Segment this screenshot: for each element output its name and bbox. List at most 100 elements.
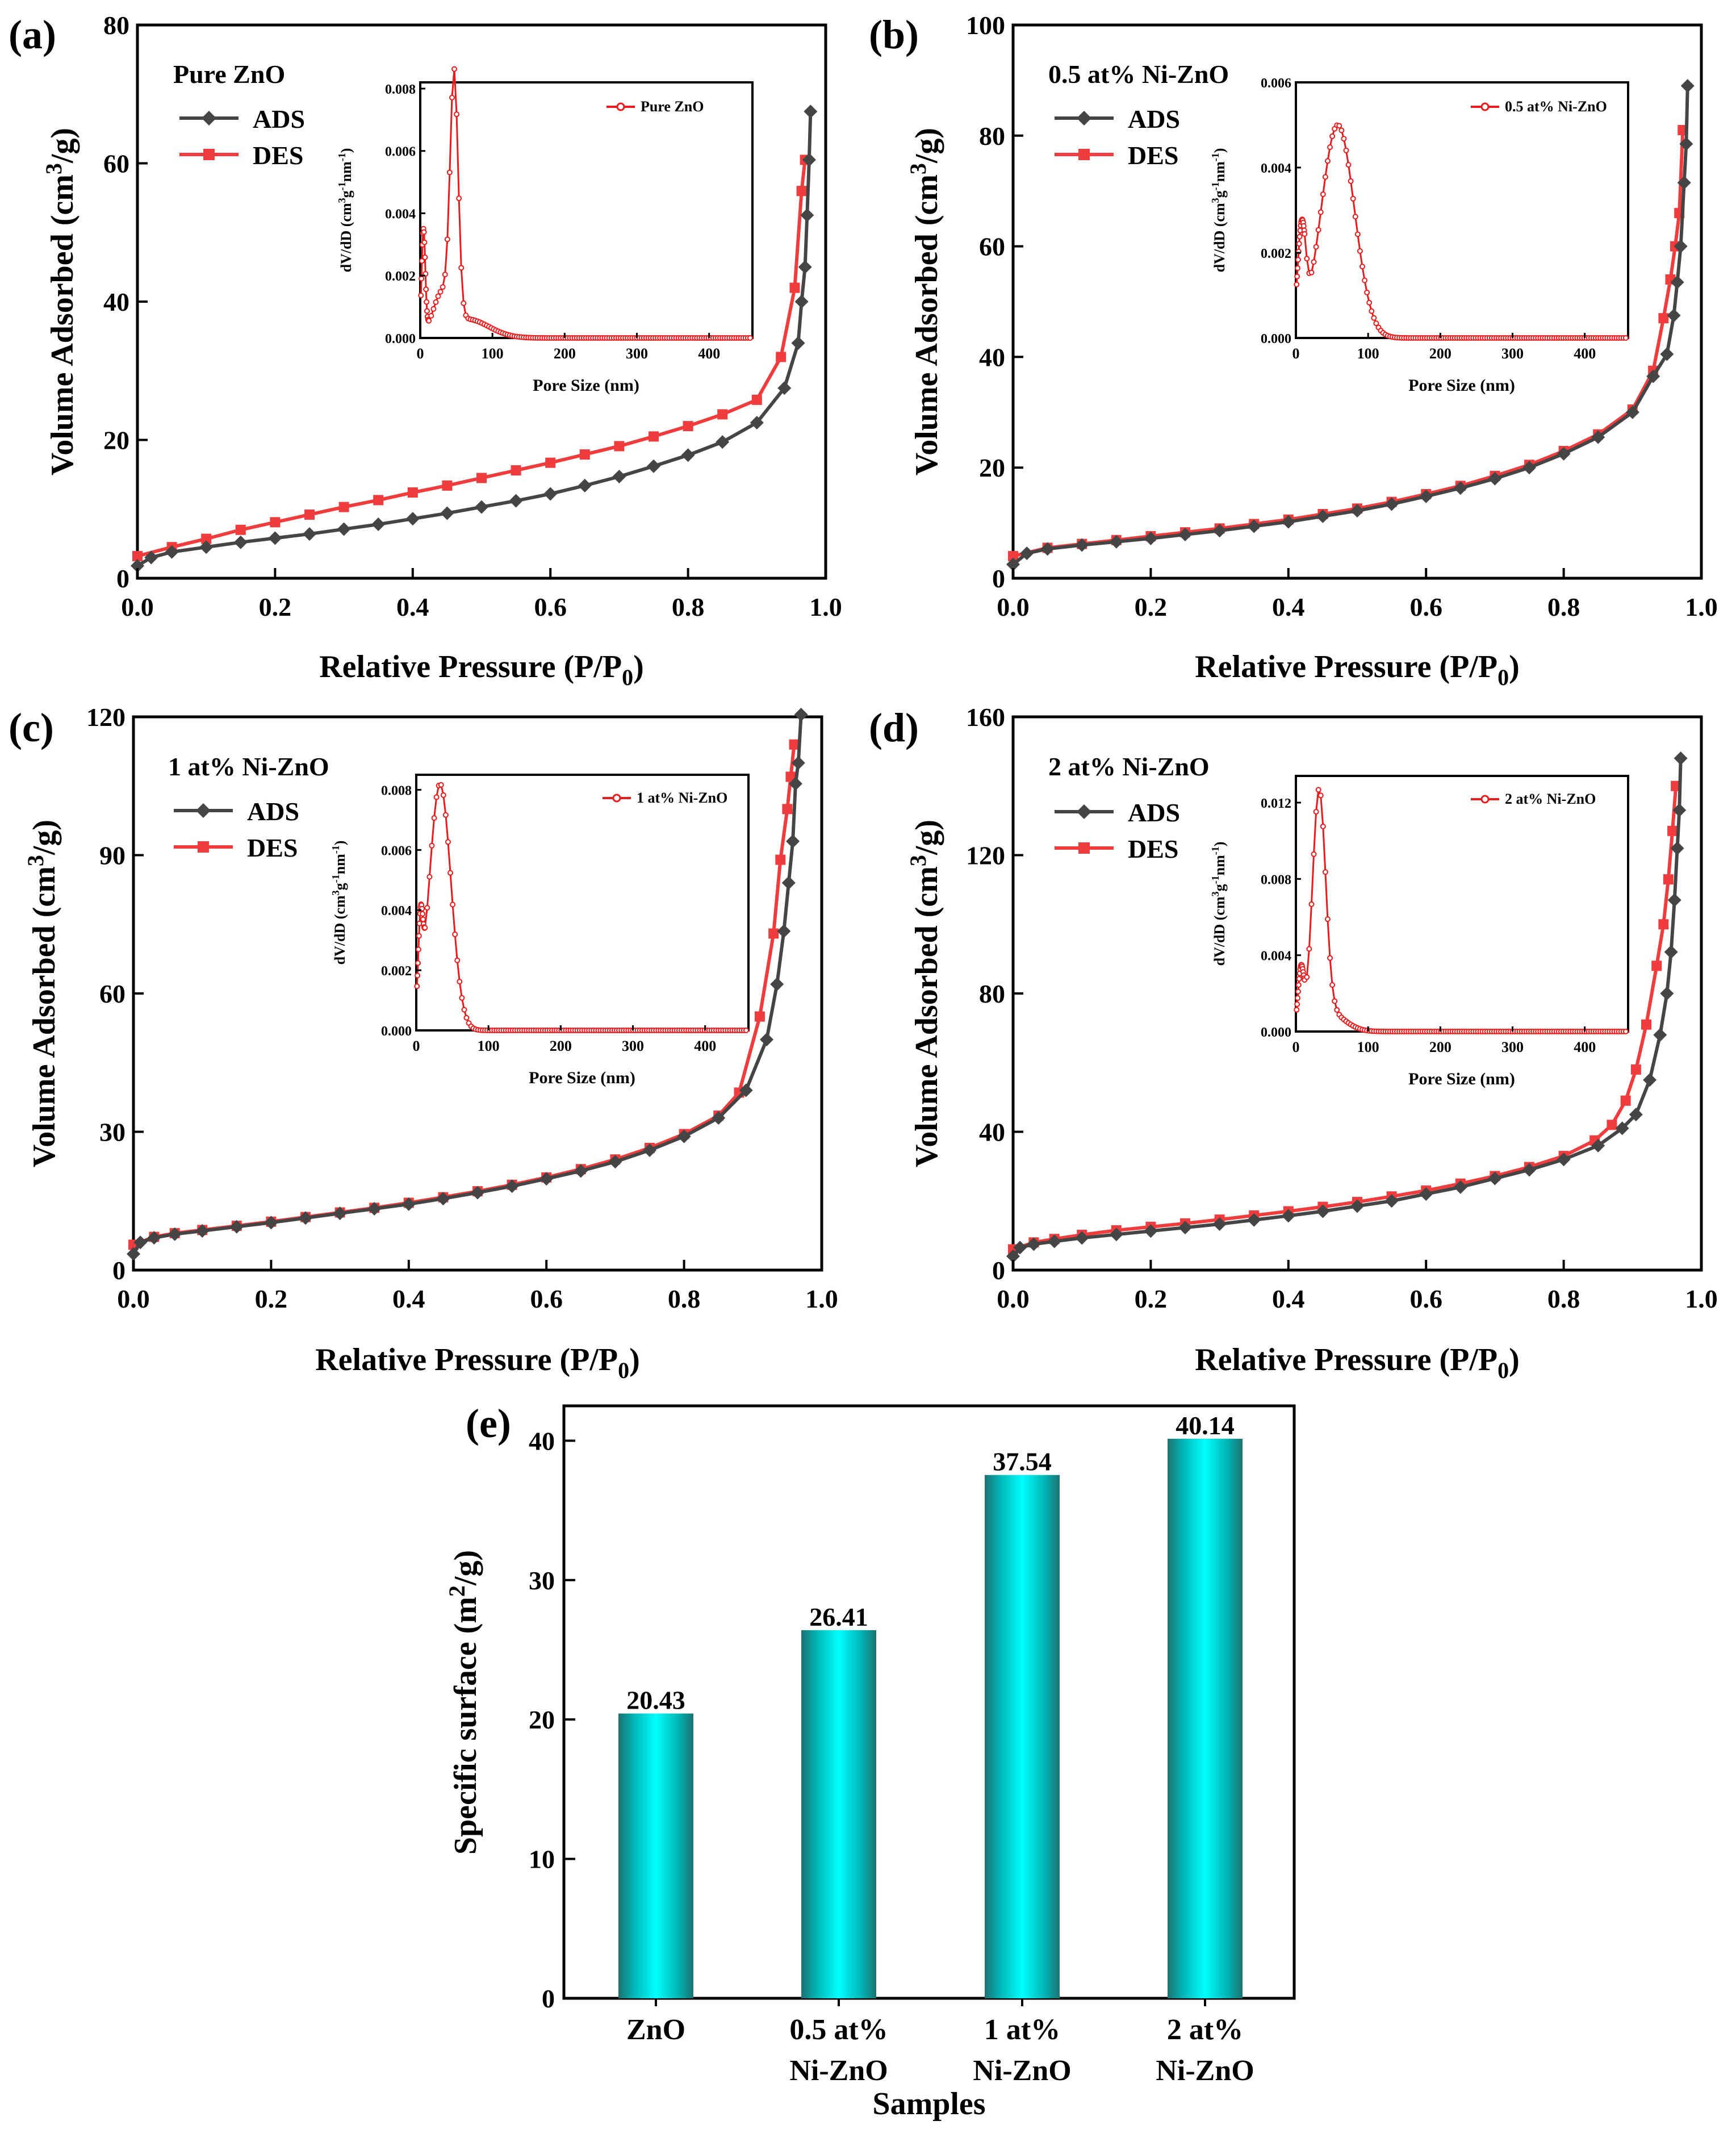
- inset-point: [421, 239, 428, 245]
- inset-y-ticks: 0.000 0.002 0.004 0.006 0.008: [381, 783, 421, 1039]
- inset-point: [747, 335, 753, 341]
- y-axis-label: Specific surface (m2/g): [444, 1550, 483, 1855]
- inset-point: [1334, 1007, 1340, 1013]
- inset-point: [420, 911, 426, 917]
- des-point: [1620, 1095, 1631, 1106]
- inset-point: [1294, 281, 1300, 287]
- ads-point: [1316, 1204, 1330, 1218]
- inset-point: [415, 972, 421, 979]
- y-tick-label: 100: [966, 11, 1005, 40]
- ads-point: [1674, 751, 1688, 766]
- inset-y-label: dV/dD (cm3g-1nm-1): [1210, 842, 1228, 966]
- inset-point: [446, 169, 453, 176]
- x-axis-label: Relative Pressure (P/P0): [315, 1342, 640, 1383]
- ads-point: [268, 531, 282, 545]
- des-point: [1667, 825, 1678, 836]
- ads-point: [1316, 509, 1330, 523]
- inset-curve: [1294, 787, 1629, 1034]
- y-ticks: 0 10 20 30 40: [529, 1426, 575, 2013]
- y-ticks: 0 20 40 60 80 100: [966, 11, 1023, 593]
- legend-ads-marker: [196, 803, 211, 818]
- x-tick-label: Ni-ZnO: [789, 2055, 888, 2087]
- y-tick-label: 60: [103, 149, 129, 178]
- inset-point: [442, 812, 449, 818]
- inset-x-tick-label: 300: [622, 1038, 644, 1054]
- des-point: [407, 487, 418, 498]
- inset-point: [437, 289, 444, 295]
- inset: 0 100 200 300 400 0.000 0.004 0.008 0.012 2 at%…: [1210, 775, 1629, 1088]
- bar-value-label: 20.43: [626, 1686, 685, 1715]
- des-point: [775, 854, 786, 865]
- inset-point: [433, 299, 439, 305]
- inset-point: [1352, 214, 1358, 220]
- inset-point: [1313, 244, 1319, 250]
- legend: ADS DES: [1055, 105, 1180, 170]
- inset-point: [1295, 982, 1302, 988]
- legend-ads-label: ADS: [247, 797, 299, 826]
- ads-point: [1027, 1237, 1041, 1251]
- y-tick-label: 40: [979, 1118, 1005, 1147]
- ads-point: [1488, 1171, 1502, 1185]
- inset-point: [1300, 223, 1307, 229]
- y-tick-label: 0: [992, 1256, 1005, 1285]
- ads-point: [1667, 308, 1681, 323]
- ads-point: [1488, 471, 1502, 486]
- inset-point: [420, 916, 426, 922]
- inset-x-label: Pore Size (nm): [1408, 1070, 1515, 1088]
- ads-point: [1629, 1108, 1643, 1122]
- ads-point: [168, 1227, 182, 1241]
- inset-frame: [419, 81, 754, 339]
- ads-point: [791, 756, 805, 770]
- inset-point: [1350, 195, 1356, 202]
- legend-des-label: DES: [1128, 141, 1178, 170]
- inset-point: [444, 236, 450, 243]
- ads-point: [1212, 1217, 1227, 1231]
- inset-y-tick-label: 0.000: [381, 1024, 412, 1039]
- inset-point: [1308, 269, 1315, 275]
- x-tick-label: 1.0: [805, 1284, 838, 1313]
- inset-point: [1311, 259, 1317, 265]
- des-point: [1658, 919, 1669, 930]
- inset-point: [1329, 133, 1336, 139]
- x-tick-label: ZnO: [626, 2014, 685, 2046]
- inset-point: [1313, 809, 1319, 815]
- panel-e: (e) 20.43 26.41 37.54 40.14 ZnO 0.5 at% Ni-Zn…: [444, 1401, 1296, 2122]
- inset: 0 100 200 300 400 0.0000.0020.0040.0060.008 …: [330, 774, 750, 1087]
- inset-point: [1320, 823, 1326, 829]
- bar: [801, 1630, 876, 1998]
- inset-x-ticks: 0 100 200 300 400: [1292, 1026, 1596, 1055]
- ads-point: [1453, 1180, 1467, 1194]
- inset-point: [1296, 233, 1303, 240]
- series-ads: [127, 707, 808, 1261]
- des-point: [579, 449, 590, 460]
- inset-point: [1315, 787, 1321, 793]
- ads-point: [264, 1216, 278, 1230]
- inset-point: [461, 1007, 467, 1013]
- des-point: [235, 524, 246, 535]
- x-tick-label: 0.8: [672, 592, 705, 621]
- legend-ads-marker: [202, 111, 216, 126]
- inset-point: [461, 300, 467, 306]
- inset-x-tick-label: 400: [1574, 345, 1596, 362]
- y-tick-label: 0: [116, 564, 129, 593]
- des-point: [754, 1011, 765, 1022]
- ads-point: [1453, 481, 1467, 495]
- des-point: [789, 739, 800, 750]
- inset-point: [743, 1028, 749, 1033]
- panel-b: (b) 0.0 0.2 0.4 0.6 0.8 1.0 0 20 40 60 80 100 0.5 …: [869, 11, 1718, 690]
- inset-point: [424, 905, 430, 911]
- ads-point: [1013, 1241, 1027, 1255]
- inset-point: [1296, 241, 1302, 247]
- ads-point: [612, 470, 626, 484]
- y-axis-label: Volume Adsorbed (cm3/g): [23, 820, 62, 1167]
- x-tick-label: Ni-ZnO: [1156, 2055, 1254, 2087]
- des-point: [1008, 551, 1018, 562]
- x-tick-label: 0.8: [668, 1284, 701, 1313]
- ads-point: [1557, 1153, 1571, 1167]
- legend-ads-label: ADS: [1128, 798, 1180, 827]
- des-point: [442, 480, 453, 491]
- inset-point: [1336, 123, 1342, 129]
- inset-point: [1315, 227, 1321, 233]
- des-point: [751, 394, 762, 405]
